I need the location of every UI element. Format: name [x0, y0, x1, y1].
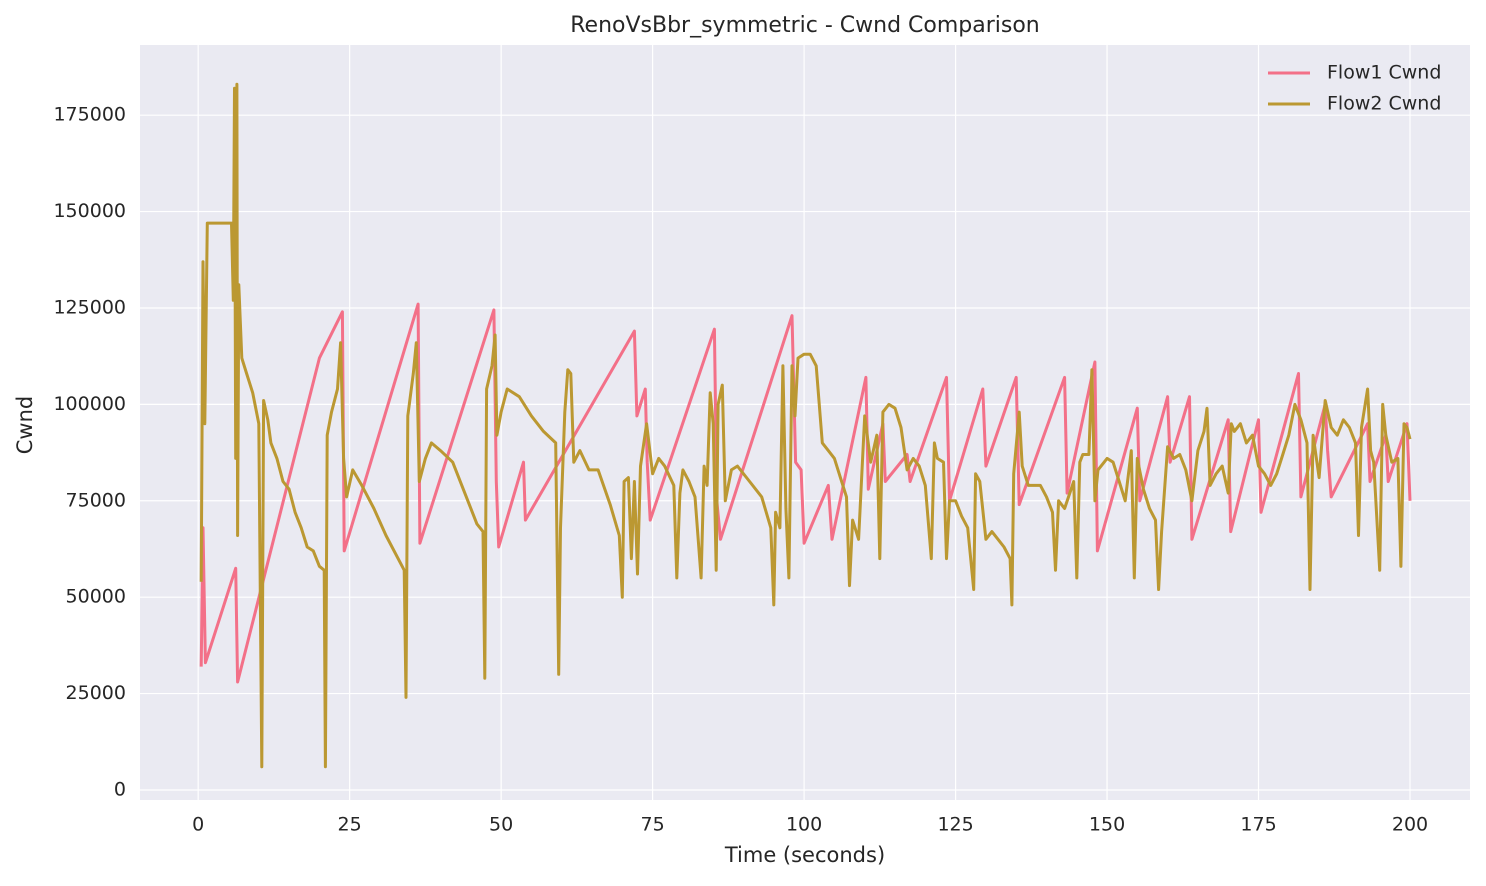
y-tick-label: 75000 — [66, 489, 126, 511]
legend-label: Flow1 Cwnd — [1327, 62, 1441, 84]
x-tick-label: 175 — [1240, 814, 1276, 836]
x-tick-label: 50 — [489, 814, 513, 836]
chart-title: RenoVsBbr_symmetric - Cwnd Comparison — [570, 13, 1040, 38]
y-tick-label: 100000 — [53, 393, 126, 415]
series-line — [199, 302, 1412, 684]
x-tick-label: 0 — [192, 814, 204, 836]
y-tick-label: 175000 — [53, 104, 126, 126]
x-tick-label: 100 — [786, 814, 822, 836]
x-tick-label: 200 — [1392, 814, 1428, 836]
y-axis-label: Cwnd — [13, 396, 37, 454]
y-tick-label: 150000 — [53, 200, 126, 222]
series-line — [199, 82, 1412, 769]
plot-area — [140, 45, 1470, 800]
x-tick-label: 25 — [338, 814, 362, 836]
legend-label: Flow2 Cwnd — [1327, 93, 1441, 115]
y-tick-label: 25000 — [66, 682, 126, 704]
y-tick-label: 125000 — [53, 296, 126, 318]
x-tick-label: 125 — [937, 814, 973, 836]
y-tick-label: 50000 — [66, 586, 126, 608]
x-axis-label: Time (seconds) — [724, 843, 885, 867]
y-tick-label: 0 — [114, 778, 126, 800]
x-tick-label: 150 — [1089, 814, 1125, 836]
x-tick-label: 75 — [641, 814, 665, 836]
